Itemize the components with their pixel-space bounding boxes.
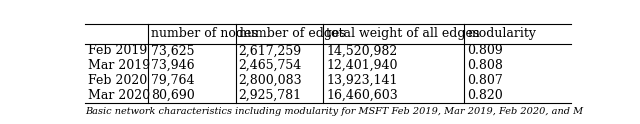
Text: 2,925,781: 2,925,781 — [239, 89, 301, 102]
Text: 0.820: 0.820 — [467, 89, 503, 102]
Text: 73,946: 73,946 — [151, 59, 195, 72]
Text: modularity: modularity — [467, 28, 536, 40]
Text: 80,690: 80,690 — [151, 89, 195, 102]
Text: 0.809: 0.809 — [467, 44, 503, 57]
Text: number of nodes: number of nodes — [151, 28, 258, 40]
Text: 16,460,603: 16,460,603 — [326, 89, 398, 102]
Text: 14,520,982: 14,520,982 — [326, 44, 397, 57]
Text: 79,764: 79,764 — [151, 74, 195, 87]
Text: Mar 2019: Mar 2019 — [88, 59, 150, 72]
Text: 0.807: 0.807 — [467, 74, 503, 87]
Text: total weight of all edges: total weight of all edges — [326, 28, 479, 40]
Text: 2,465,754: 2,465,754 — [239, 59, 302, 72]
Text: 0.808: 0.808 — [467, 59, 503, 72]
Text: 2,800,083: 2,800,083 — [239, 74, 302, 87]
Text: 12,401,940: 12,401,940 — [326, 59, 397, 72]
Text: Feb 2020: Feb 2020 — [88, 74, 147, 87]
Text: number of edges: number of edges — [239, 28, 346, 40]
Text: 13,923,141: 13,923,141 — [326, 74, 397, 87]
Text: 73,625: 73,625 — [151, 44, 195, 57]
Text: Feb 2019: Feb 2019 — [88, 44, 147, 57]
Text: Mar 2020: Mar 2020 — [88, 89, 150, 102]
Text: Basic network characteristics including modularity for MSFT Feb 2019, Mar 2019, : Basic network characteristics including … — [85, 107, 583, 116]
Text: 2,617,259: 2,617,259 — [239, 44, 301, 57]
